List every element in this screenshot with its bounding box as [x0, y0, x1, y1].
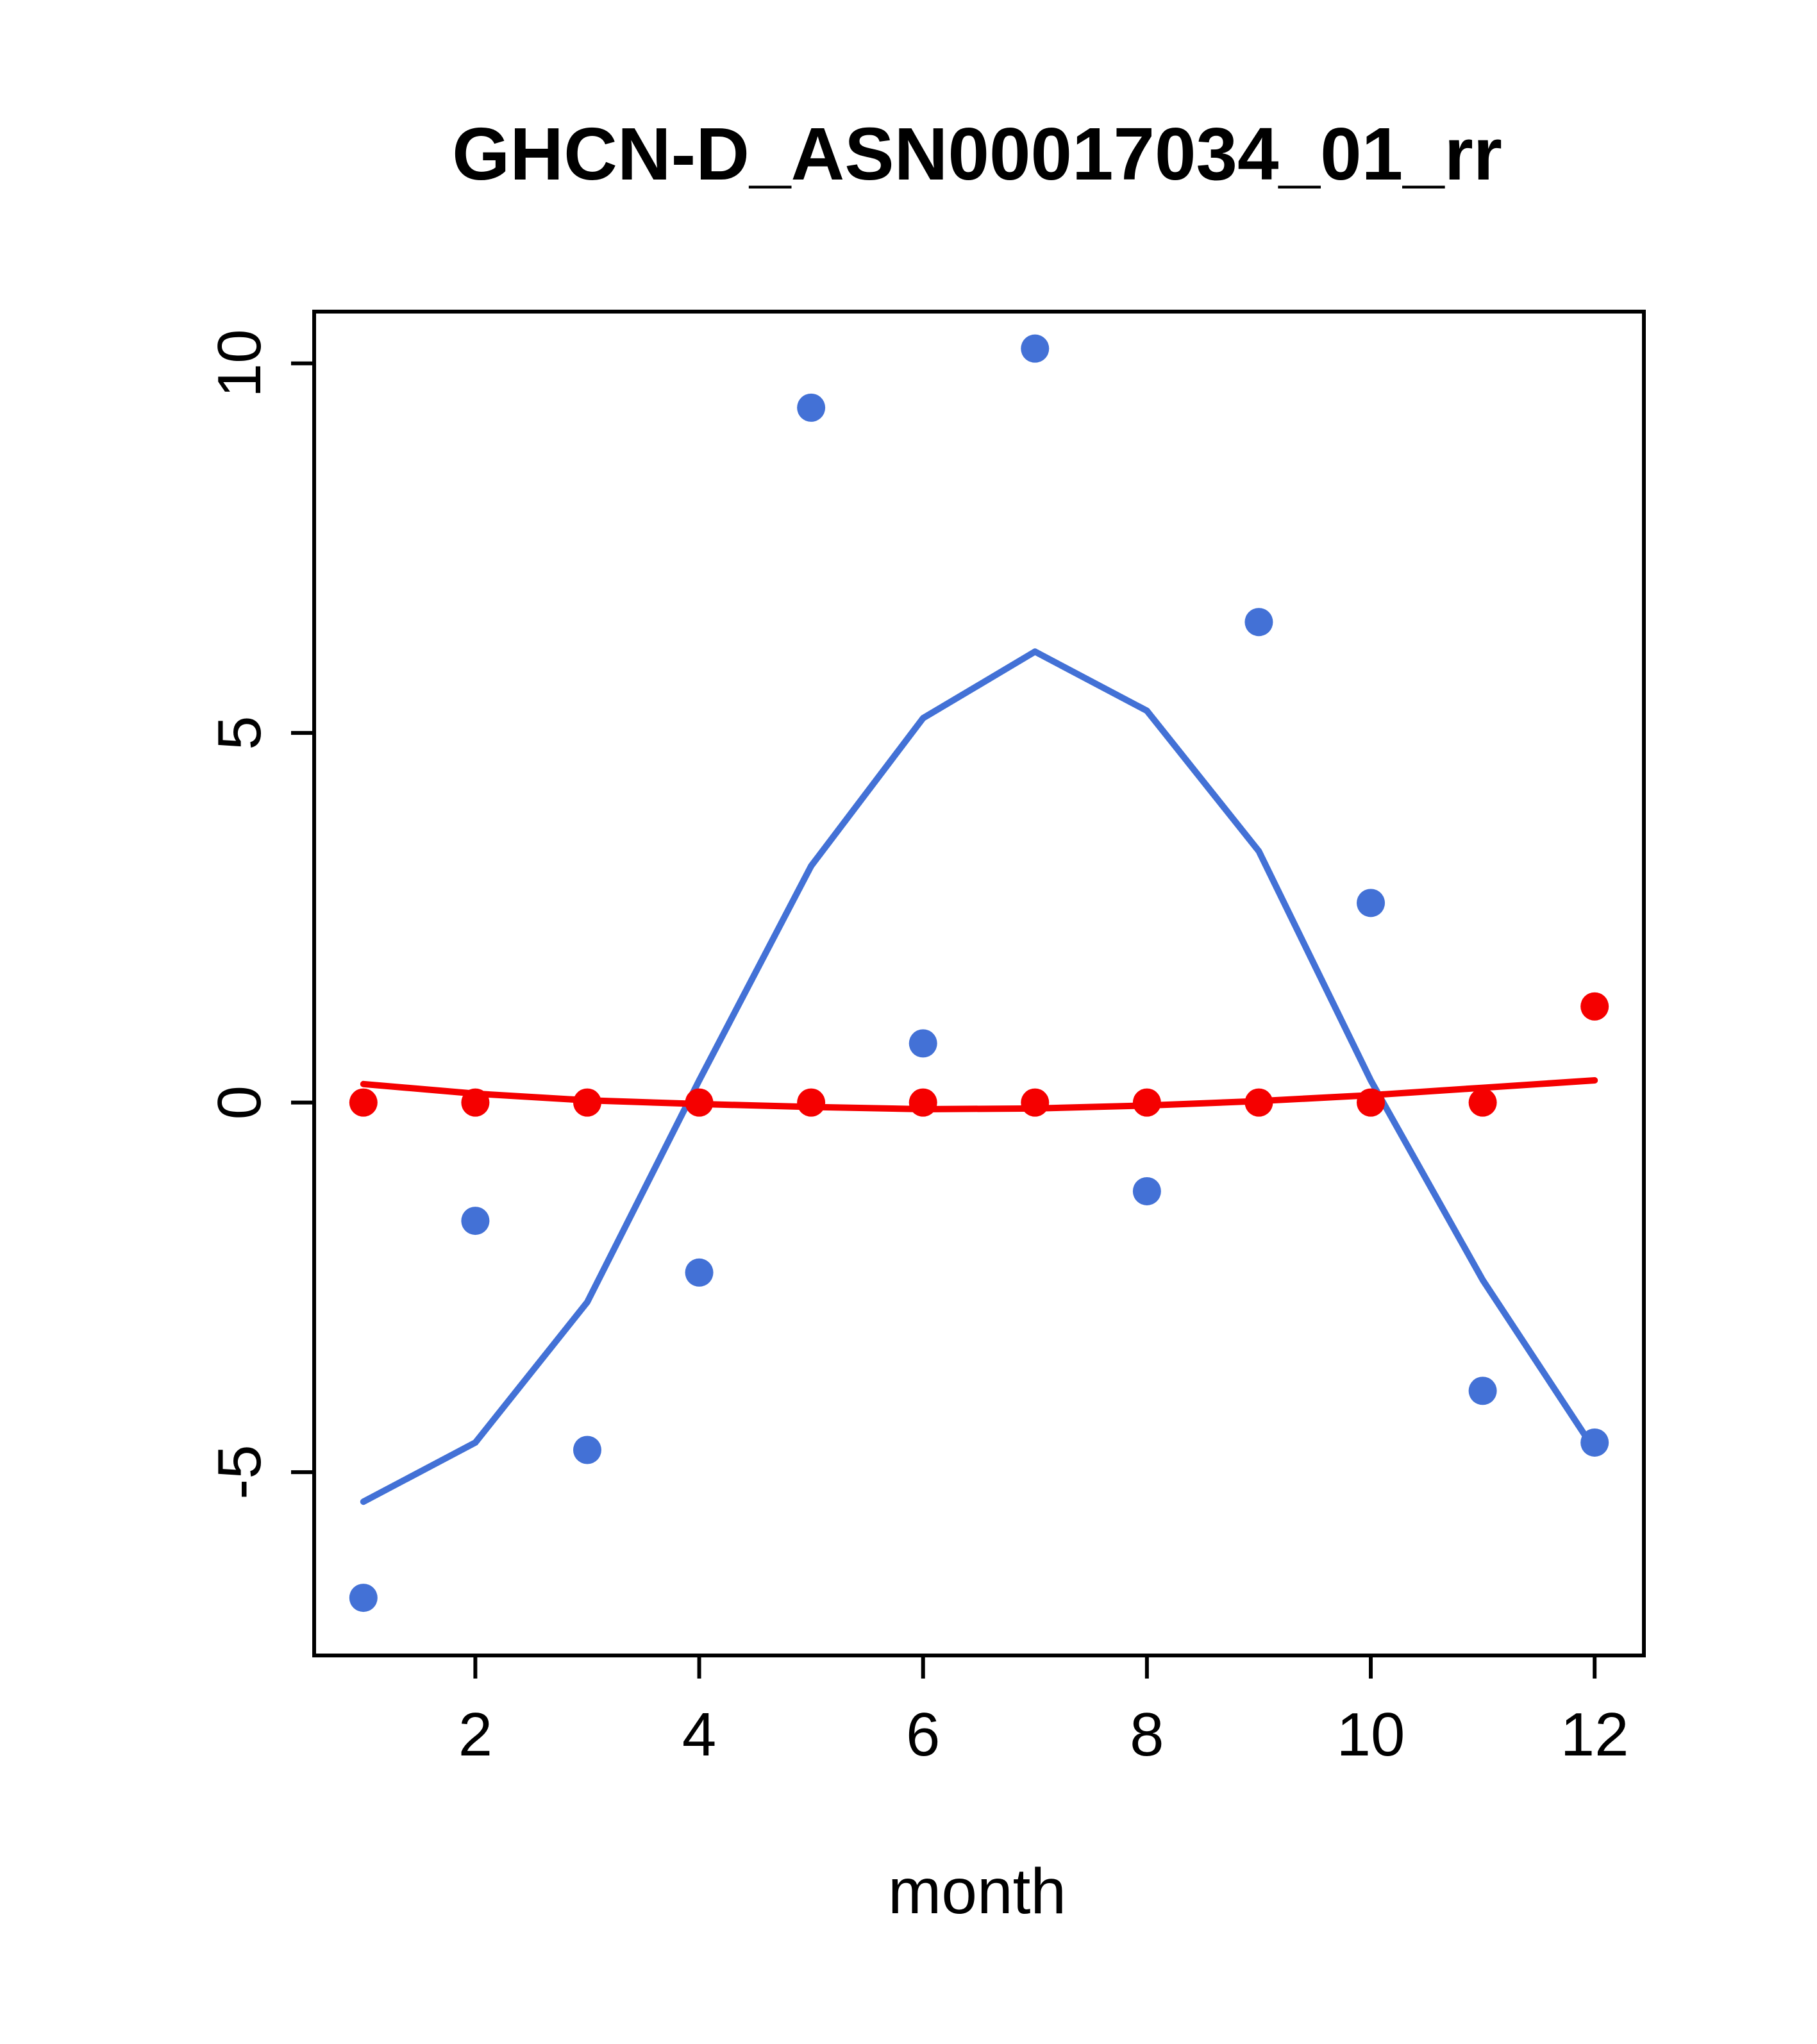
- x-tick-label: 12: [1561, 1700, 1629, 1769]
- monthly-reference-red-points-point: [1357, 1088, 1386, 1117]
- chart-title: GHCN-D_ASN00017034_01_rr: [452, 112, 1502, 196]
- x-tick-label: 6: [906, 1700, 940, 1769]
- x-tick-label: 10: [1337, 1700, 1405, 1769]
- x-axis-ticks: 2 4 6 8 10 12: [458, 1655, 1629, 1769]
- monthly-anomaly-blue-points-point: [797, 393, 826, 422]
- monthly-anomaly-blue-points-point: [1580, 1428, 1609, 1457]
- monthly-reference-red-points-point: [908, 1088, 937, 1117]
- monthly-anomaly-blue-points-point: [1357, 889, 1386, 917]
- series-points: [349, 334, 1609, 1613]
- monthly-reference-red-points-point: [1021, 1088, 1050, 1117]
- monthly-reference-red-points-point: [1468, 1088, 1497, 1117]
- monthly-anomaly-blue-points-point: [685, 1258, 714, 1287]
- y-axis-ticks: -5 0 5 10: [205, 329, 314, 1500]
- monthly-reference-red-points-point: [461, 1088, 490, 1117]
- monthly-reference-red-points-point: [573, 1088, 601, 1117]
- smooth-red-line: [360, 1077, 1598, 1112]
- series-lines: [360, 648, 1598, 1505]
- seasonal-cycle-blue-line: [360, 648, 1598, 1505]
- monthly-anomaly-blue-points-point: [1132, 1177, 1161, 1205]
- monthly-anomaly-blue-points-point: [461, 1207, 490, 1236]
- monthly-reference-red-points-point: [349, 1088, 378, 1117]
- x-axis-label: month: [888, 1856, 1066, 1927]
- plot-area-border: [312, 310, 1646, 1657]
- monthly-anomaly-blue-points-point: [1468, 1377, 1497, 1405]
- x-tick-label: 8: [1130, 1700, 1164, 1769]
- monthly-anomaly-blue-points-point: [908, 1029, 937, 1058]
- monthly-anomaly-blue-points-point: [1021, 334, 1050, 363]
- monthly-anomaly-blue-points-point: [573, 1436, 601, 1464]
- x-tick-label: 2: [458, 1700, 492, 1769]
- y-tick-label: 5: [205, 716, 274, 750]
- y-tick-label: 10: [205, 329, 274, 398]
- monthly-reference-red-points-point: [1244, 1088, 1273, 1117]
- monthly-reference-red-points-point: [797, 1088, 826, 1117]
- monthly-anomaly-blue-points-point: [349, 1584, 378, 1613]
- monthly-anomaly-blue-points-point: [1244, 608, 1273, 637]
- monthly-reference-red-points-point: [685, 1088, 714, 1117]
- y-tick-label: -5: [205, 1445, 274, 1499]
- y-tick-label: 0: [205, 1085, 274, 1119]
- monthly-reference-red-points-point: [1580, 992, 1609, 1021]
- x-tick-label: 4: [682, 1700, 716, 1769]
- monthly-reference-red-points-point: [1132, 1088, 1161, 1117]
